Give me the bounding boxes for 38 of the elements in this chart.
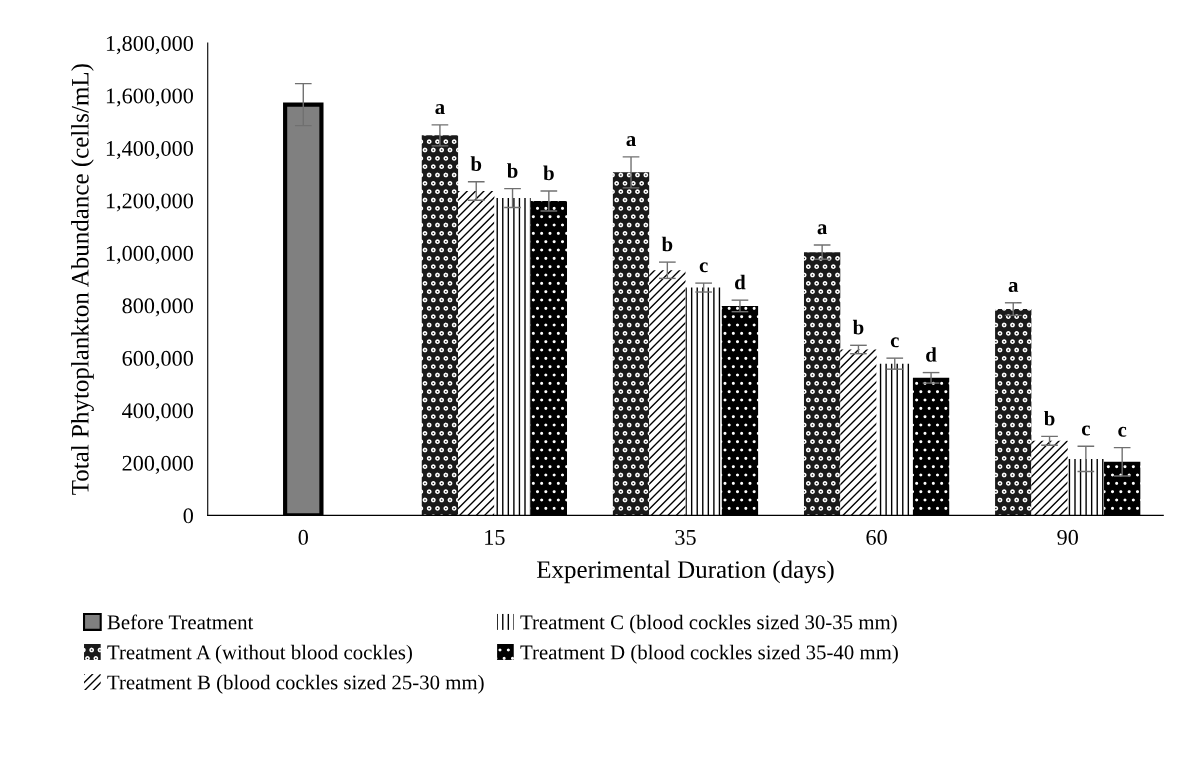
y-tick-label: 1,800,000 bbox=[106, 35, 193, 55]
y-tick-label: 1,000,000 bbox=[106, 245, 193, 265]
y-tick-label: 1,200,000 bbox=[106, 193, 193, 212]
y-tick-label: 1,600,000 bbox=[106, 88, 193, 107]
y-tick-label: 1,400,000 bbox=[106, 140, 193, 160]
data-label: d bbox=[735, 274, 746, 290]
y-tick-label: 200,000 bbox=[122, 455, 193, 474]
x-tick-label: 35 bbox=[675, 529, 696, 545]
data-label: d bbox=[926, 347, 937, 362]
data-label: c bbox=[890, 337, 899, 348]
data-label: b bbox=[507, 163, 518, 178]
legend-label: Treatment A (without blood cockles) bbox=[107, 644, 412, 664]
x-tick-label: 15 bbox=[485, 529, 505, 545]
y-tick-label: 800,000 bbox=[122, 298, 193, 317]
x-tick-label: 60 bbox=[866, 529, 887, 545]
y-tick-label: 600,000 bbox=[122, 350, 193, 370]
data-label: a bbox=[435, 104, 445, 115]
data-label: c bbox=[1118, 426, 1127, 437]
data-label: c bbox=[699, 262, 708, 273]
data-label: a bbox=[1008, 282, 1019, 292]
data-label: b bbox=[661, 236, 673, 252]
data-label: a bbox=[817, 224, 828, 235]
data-label: b bbox=[543, 165, 554, 181]
data-label: c bbox=[1081, 425, 1090, 436]
legend-label: Before Treatment bbox=[107, 614, 254, 630]
y-axis-title: Total Phytoplankton Abundance (cells/mL) bbox=[71, 64, 94, 495]
x-tick-label: 90 bbox=[1057, 529, 1078, 545]
legend-label: Treatment B (blood cockles sized 25-30 mm) bbox=[107, 674, 484, 694]
legend-label: Treatment D (blood cockles sized 35-40 mm) bbox=[520, 644, 898, 664]
y-tick-label: 400,000 bbox=[122, 403, 193, 422]
data-label: b bbox=[852, 319, 864, 335]
legend-label: Treatment C (blood cockles sized 30-35 mm) bbox=[520, 614, 897, 634]
x-tick-label: 0 bbox=[298, 529, 308, 545]
data-label: b bbox=[1044, 410, 1055, 426]
y-tick-label: 0 bbox=[183, 508, 193, 524]
data-label: b bbox=[470, 156, 482, 172]
x-axis-title: Experimental Duration (days) bbox=[536, 560, 834, 584]
data-label: a bbox=[626, 136, 636, 147]
